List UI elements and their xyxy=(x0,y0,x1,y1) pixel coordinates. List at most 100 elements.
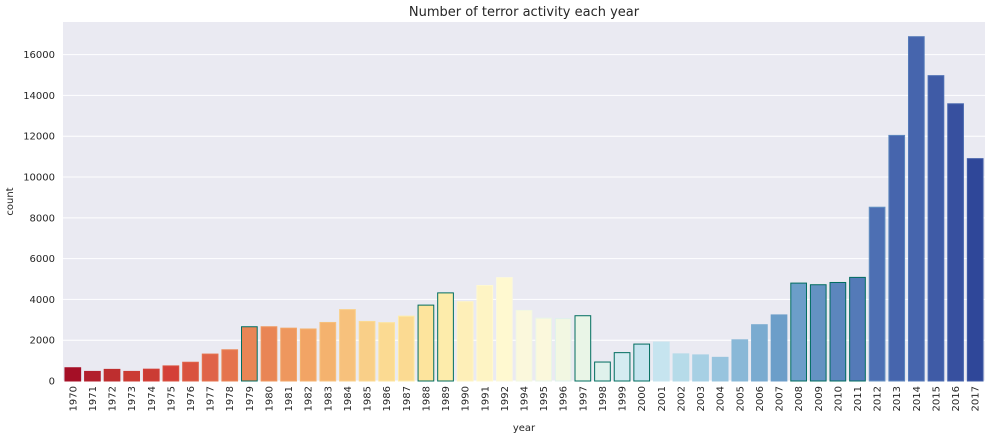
bar-1994 xyxy=(515,309,533,382)
bar-2003 xyxy=(692,354,709,382)
y-tick-label: 16000 xyxy=(23,50,55,61)
bar-1991 xyxy=(476,285,494,382)
bar-1987 xyxy=(397,315,415,382)
bar-1975 xyxy=(162,365,180,382)
bar-1988 xyxy=(417,304,435,382)
bar-1979 xyxy=(241,326,258,382)
bar-1971 xyxy=(84,370,101,382)
bar-2014 xyxy=(907,36,925,382)
x-tick-label: 1985 xyxy=(363,386,374,411)
x-tick-label: 1997 xyxy=(578,386,589,411)
x-tick-label: 2014 xyxy=(912,386,923,411)
bar-2015 xyxy=(927,75,945,382)
x-tick-label: 1987 xyxy=(402,386,413,411)
x-tick-label: 1974 xyxy=(147,386,158,411)
x-tick-label: 1989 xyxy=(441,386,452,411)
x-tick-label: 1973 xyxy=(127,386,138,411)
x-tick-label: 1998 xyxy=(598,386,609,411)
x-tick-label: 1990 xyxy=(461,386,472,411)
bar-1970 xyxy=(64,367,82,382)
x-tick-label: 1978 xyxy=(225,386,236,411)
x-tick-label: 1996 xyxy=(559,386,570,411)
bar-1974 xyxy=(142,368,160,382)
bar-1981 xyxy=(280,327,297,382)
x-tick-label: 1971 xyxy=(88,386,99,411)
x-tick-label: 2012 xyxy=(873,386,884,411)
chart-title: Number of terror activity each year xyxy=(409,5,640,20)
bar-2009 xyxy=(809,284,827,382)
y-tick-label: 14000 xyxy=(23,91,55,102)
bar-2006 xyxy=(751,324,768,382)
y-tick-label: 8000 xyxy=(30,213,55,224)
bar-1982 xyxy=(299,328,317,382)
bar-1976 xyxy=(182,361,199,382)
x-tick-label: 2001 xyxy=(657,386,668,411)
bar-1992 xyxy=(496,277,513,382)
bars xyxy=(64,36,984,382)
x-tick-label: 1994 xyxy=(520,386,531,411)
y-tick-label: 6000 xyxy=(30,254,55,265)
bar-2004 xyxy=(711,356,729,382)
y-tick-label: 2000 xyxy=(30,336,55,347)
bar-2005 xyxy=(731,339,749,382)
x-tick-label: 1976 xyxy=(186,386,197,411)
bar-2016 xyxy=(947,103,964,382)
bar-1990 xyxy=(456,301,474,382)
y-tick-label: 0 xyxy=(49,377,55,388)
bar-2002 xyxy=(672,353,690,382)
x-tick-label: 1995 xyxy=(539,386,550,411)
x-tick-label: 1972 xyxy=(108,386,119,411)
x-tick-label: 1979 xyxy=(245,386,256,411)
bar-1998 xyxy=(594,361,611,382)
x-tick-label: 2000 xyxy=(637,386,648,411)
bar-1997 xyxy=(574,315,592,382)
x-tick-label: 1992 xyxy=(500,386,511,411)
bar-2000 xyxy=(633,343,651,382)
x-tick-label: 1986 xyxy=(382,386,393,411)
bar-1973 xyxy=(123,370,141,382)
x-tick-label: 1970 xyxy=(68,386,79,411)
x-tick-label: 2005 xyxy=(735,386,746,411)
bar-1978 xyxy=(221,349,239,382)
x-tick-label: 2015 xyxy=(931,386,942,411)
bar-1980 xyxy=(260,326,278,382)
x-tick-label: 2007 xyxy=(775,386,786,411)
x-tick-label: 2013 xyxy=(892,386,903,411)
x-tick-label: 1975 xyxy=(166,386,177,411)
bar-2013 xyxy=(888,134,906,382)
x-tick-label: 2010 xyxy=(833,386,844,411)
x-tick-label: 1983 xyxy=(323,386,334,411)
bar-1984 xyxy=(339,309,356,382)
bar-2008 xyxy=(790,282,807,382)
x-tick-label: 2004 xyxy=(716,386,727,411)
bar-1972 xyxy=(103,368,121,382)
y-tick-label: 4000 xyxy=(30,295,55,306)
bar-2010 xyxy=(829,281,847,382)
x-tick-label: 1991 xyxy=(480,386,491,411)
x-tick-label: 2002 xyxy=(676,386,687,411)
bar-1986 xyxy=(378,322,396,382)
bar-2001 xyxy=(652,341,670,382)
x-tick-label: 2006 xyxy=(755,386,766,411)
x-tick-label: 2016 xyxy=(951,386,962,411)
y-axis-label: count xyxy=(5,187,16,215)
x-tick-label: 2011 xyxy=(853,386,864,411)
bar-1983 xyxy=(319,321,337,382)
x-tick-label: 2003 xyxy=(696,386,707,411)
bar-1985 xyxy=(358,320,376,382)
bar-1989 xyxy=(437,292,454,382)
x-tick-label: 1980 xyxy=(264,386,275,411)
bar-1996 xyxy=(554,318,572,382)
bar-2007 xyxy=(770,314,788,382)
x-tick-label: 1981 xyxy=(284,386,295,411)
bar-1995 xyxy=(535,317,552,382)
x-axis-ticks: 1970 1971 1972 1973 1974 1975 1976 1977 1978 1979… xyxy=(68,386,981,411)
x-tick-label: 1999 xyxy=(618,386,629,411)
y-tick-label: 10000 xyxy=(23,173,55,184)
bar-2017 xyxy=(966,158,984,382)
x-tick-label: 1982 xyxy=(304,386,315,411)
bar-1977 xyxy=(201,353,219,382)
bar-2011 xyxy=(849,276,866,382)
x-tick-label: 2017 xyxy=(971,386,982,411)
